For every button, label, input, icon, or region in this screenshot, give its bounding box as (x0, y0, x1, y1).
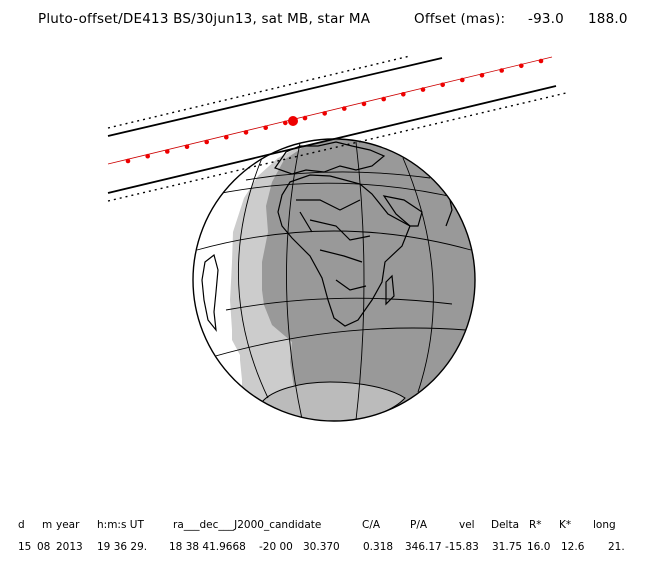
cell-rstar: 16.0 (527, 541, 551, 553)
cell-ca: 0.318 (363, 541, 394, 553)
track-dot (401, 92, 406, 97)
africa-borders (296, 199, 371, 291)
col-header-delta: Delta (491, 519, 520, 531)
offset-dec-value: 188.0 (588, 11, 628, 27)
occultation-map (107, 55, 567, 422)
track-dot (283, 120, 288, 126)
cell-ra: 18 38 41.9668 (169, 541, 246, 553)
track-dots (125, 58, 544, 164)
cell-kstar: 12.6 (561, 541, 585, 553)
cell-dec: -20 00 (259, 541, 293, 553)
track-dot (302, 115, 308, 121)
south-america-outline (201, 253, 219, 332)
track-dot (499, 68, 505, 73)
col-header-year: year (56, 519, 80, 531)
madagascar-outline (385, 274, 395, 306)
cell-dec-seconds: 30.370 (303, 541, 340, 553)
uncertainty-south-limit (107, 92, 567, 202)
uncertainty-north-limit (107, 55, 411, 129)
earth-globe (192, 138, 476, 422)
table-header-row: d m year h:m:s UT ra___dec___J2000_candi… (0, 519, 645, 535)
track-dot (440, 82, 446, 88)
col-header-kstar: K* (559, 519, 572, 531)
shadow-path (107, 55, 567, 202)
track-dot (519, 63, 524, 69)
col-header-m: m (42, 519, 53, 531)
track-dot (224, 134, 229, 140)
track-dot (204, 139, 209, 145)
shadow-south-limit (107, 85, 557, 194)
arabia-outline (382, 195, 423, 227)
cell-long: 21. (608, 541, 625, 553)
globe-night-side (262, 140, 475, 421)
page-title: Pluto-offset/DE413 BS/30jun13, sat MB, s… (38, 11, 371, 27)
cell-pa: 346.17 (405, 541, 442, 553)
col-header-d: d (18, 519, 25, 531)
track-center-line (107, 56, 553, 165)
col-header-rstar: R* (529, 519, 542, 531)
track-dot (125, 158, 131, 164)
cell-month: 08 (37, 541, 51, 553)
cell-time: 19 36 29. (97, 541, 148, 553)
chart-header: Pluto-offset/DE413 BS/30jun13, sat MB, s… (0, 11, 645, 33)
track-dot (263, 125, 269, 130)
track-dot (342, 106, 347, 111)
table-data-row: 15 08 2013 19 36 29. 18 38 41.9668 -20 0… (0, 541, 645, 557)
offset-label: Offset (mas): (414, 11, 506, 27)
col-header-time: h:m:s UT (97, 519, 144, 531)
globe-graticule (196, 141, 472, 421)
cell-delta: 31.75 (492, 541, 523, 553)
shadow-north-limit (107, 57, 443, 137)
track-dot (322, 111, 328, 116)
track-dot (381, 96, 387, 102)
track-dot (361, 101, 367, 107)
track-dot (165, 149, 170, 154)
closest-approach-marker (288, 116, 298, 126)
track-dot (538, 58, 544, 64)
col-header-pa: P/A (410, 519, 428, 531)
track-dot (420, 87, 426, 92)
col-header-long: long (593, 519, 616, 531)
col-header-radec: ra___dec___J2000_candidate (173, 519, 322, 531)
africa-outline (277, 174, 411, 327)
cell-vel: -15.83 (445, 541, 479, 553)
track-dot (145, 153, 150, 159)
offset-ra-value: -93.0 (528, 11, 564, 27)
track-dot (184, 144, 190, 149)
track-dot (460, 77, 465, 83)
track-dot (243, 130, 249, 135)
cell-day: 15 (18, 541, 32, 553)
col-header-ca: C/A (362, 519, 381, 531)
col-header-vel: vel (459, 519, 475, 531)
cell-year: 2013 (56, 541, 83, 553)
track-dot (479, 73, 485, 78)
